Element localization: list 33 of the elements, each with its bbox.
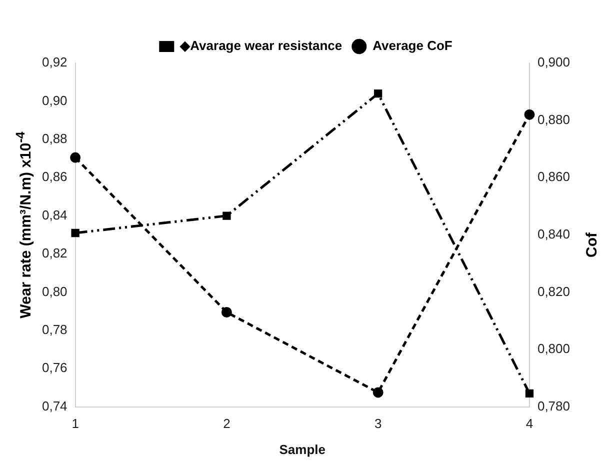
y2-tick-label: 0,780	[537, 398, 570, 414]
y-tick-label: 0,86	[42, 169, 68, 184]
y-tick-label: 0,82	[42, 246, 68, 261]
y2-tick-label: 0,820	[537, 284, 570, 299]
y-tick-label: 0,90	[42, 92, 68, 108]
y-tick-label: 0,76	[42, 360, 68, 376]
y-tick-label: 0,92	[42, 54, 68, 70]
y2-tick-label: 0,880	[537, 112, 570, 127]
y2-tick-label: 0,860	[537, 169, 570, 184]
y2-tick-label: 0,840	[537, 226, 570, 242]
y2-tick-label: 0,800	[537, 341, 570, 356]
point	[221, 307, 232, 318]
x-tick-label: 2	[223, 416, 230, 432]
y-tick-label: 0,78	[42, 322, 68, 337]
point	[222, 212, 231, 220]
point	[524, 109, 535, 120]
y-tick-label: 0,80	[42, 284, 68, 299]
point	[372, 387, 384, 398]
x-tick-label: 4	[526, 416, 534, 432]
point	[70, 152, 81, 163]
legend-label: Average CoF	[372, 38, 452, 54]
y-tick-label: 0,88	[42, 130, 68, 146]
x-axis-title: Sample	[279, 442, 326, 457]
y2-tick-label: 0,900	[537, 54, 570, 70]
y2-axis-title: Cof	[584, 232, 600, 258]
point	[374, 89, 382, 98]
point	[71, 228, 80, 238]
x-tick-label: 1	[72, 416, 79, 432]
y-tick-label: 0,84	[42, 207, 68, 222]
y-tick-label: 0,74	[42, 398, 68, 414]
x-tick-label: 3	[374, 416, 382, 432]
point	[525, 389, 534, 398]
legend-label: ◆Avarage wear resistance	[179, 38, 342, 54]
